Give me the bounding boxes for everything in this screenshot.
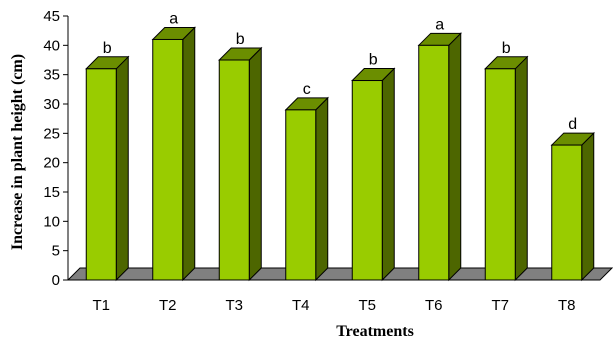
chart-floor (66, 267, 613, 281)
x-tick-label: T6 (425, 297, 443, 314)
x-tick-label: T1 (92, 297, 110, 314)
bar-front (551, 144, 583, 281)
bar-front (218, 59, 250, 281)
x-tick-label: T3 (225, 297, 243, 314)
x-tick-label: T2 (159, 297, 177, 314)
bar-side (514, 55, 528, 282)
bar-side (115, 55, 129, 282)
y-tick-label: 40 (43, 37, 60, 54)
significance-label: d (568, 116, 577, 133)
bar-front (85, 68, 117, 281)
significance-label: b (236, 31, 245, 48)
x-tick-label: T4 (292, 297, 310, 314)
y-tick-label: 20 (43, 155, 60, 172)
bar-front (152, 38, 184, 281)
bar-front (285, 109, 317, 281)
bar-side (448, 32, 462, 282)
bar-T5 (351, 67, 396, 282)
significance-label: a (169, 10, 178, 27)
y-tick-label: 5 (52, 243, 60, 260)
y-tick-label: 30 (43, 96, 60, 113)
floor-plane (66, 267, 613, 281)
significance-label: b (502, 40, 511, 57)
significance-label: b (369, 52, 378, 69)
bar-T6 (417, 32, 462, 282)
bar-front (418, 44, 450, 281)
y-tick-label: 10 (43, 213, 60, 230)
bar-side (581, 131, 595, 282)
bar-side (315, 96, 329, 282)
x-tick-label: T7 (491, 297, 509, 314)
bar-T8 (550, 131, 595, 282)
significance-label: c (303, 81, 311, 98)
y-tick-label: 15 (43, 184, 60, 201)
bars (85, 26, 595, 282)
significance-label: b (103, 40, 112, 57)
bar-T7 (484, 55, 529, 282)
significance-label: a (435, 16, 444, 33)
bar-side (381, 67, 395, 282)
bar-T3 (218, 46, 263, 282)
x-tick-label: T8 (558, 297, 576, 314)
bar-T1 (85, 55, 130, 282)
y-axis (63, 15, 69, 281)
y-tick-label: 0 (52, 272, 60, 289)
bar-front (484, 68, 516, 281)
bar-T2 (151, 26, 196, 282)
x-axis-title: Treatments (336, 323, 414, 340)
bar-T4 (284, 96, 329, 282)
tick-labels: 0 5 10 15 20 25 30 35 40 45 T1 T2 T3 T4 T5 T6 T7 T8 (43, 8, 575, 314)
y-tick-label: 25 (43, 125, 60, 142)
y-tick-label: 35 (43, 67, 60, 84)
significance-labels: b a b c b a b d (103, 10, 577, 133)
y-axis-title: Increase in plant height (cm) (9, 54, 26, 250)
x-tick-label: T5 (358, 297, 376, 314)
bar-front (351, 80, 383, 281)
bar-side (248, 46, 262, 282)
y-tick-label: 45 (43, 8, 60, 25)
bar-side (182, 26, 196, 282)
